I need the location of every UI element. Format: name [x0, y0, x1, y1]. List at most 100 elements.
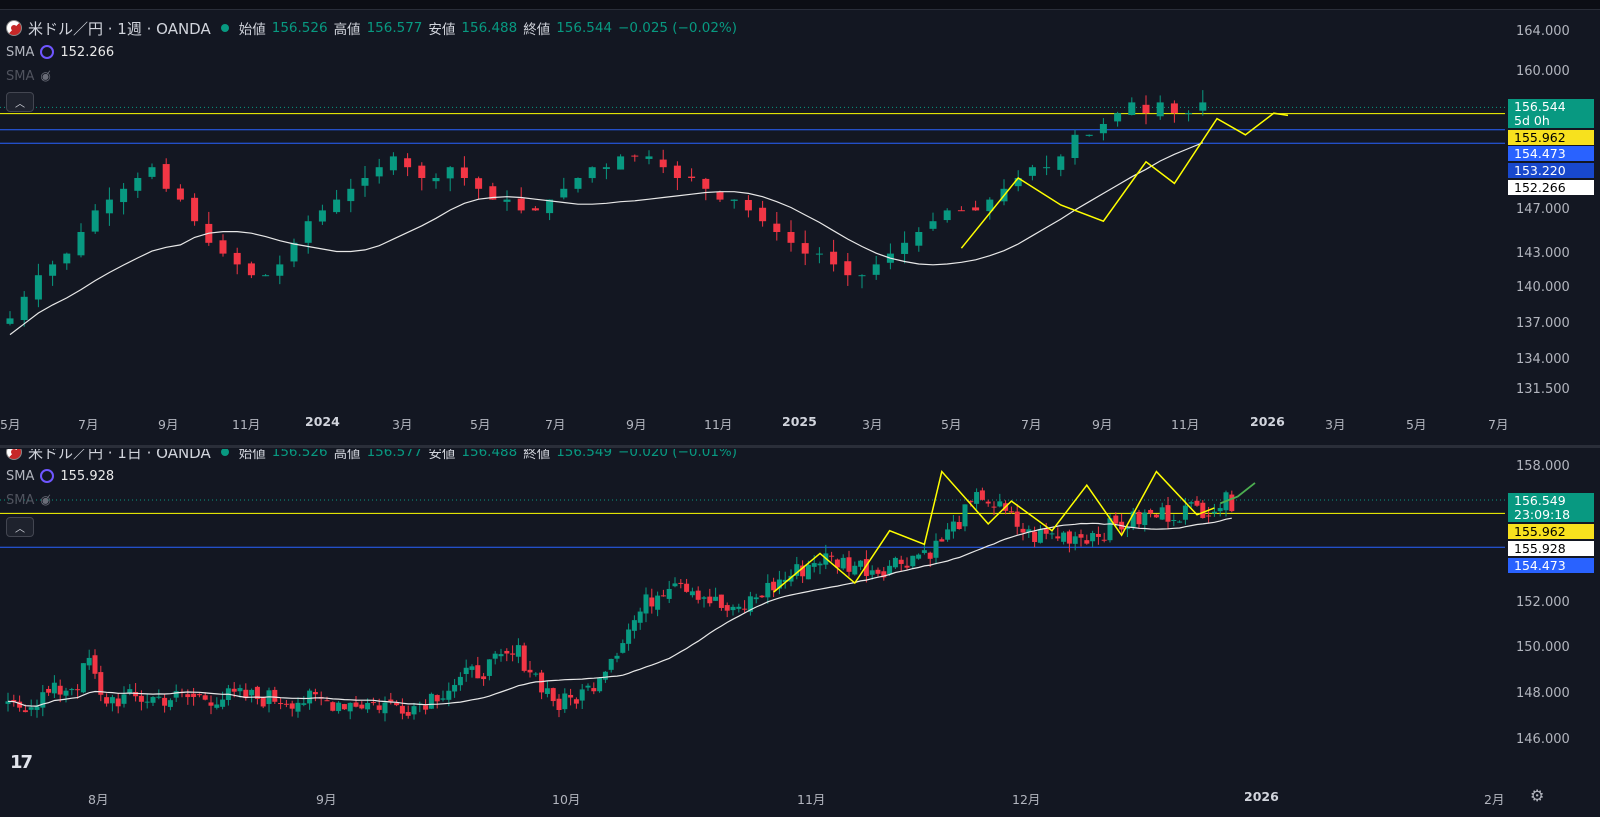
candle: [1071, 134, 1079, 159]
candle: [898, 559, 904, 564]
candle: [312, 692, 318, 695]
y-tick: 158.000: [1516, 459, 1570, 474]
candle: [684, 583, 690, 592]
open-value: 156.526: [271, 449, 328, 460]
sma-indicator-name-hidden[interactable]: SMA: [6, 492, 35, 508]
settings-icon[interactable]: ⚙: [1530, 786, 1545, 805]
candle: [773, 223, 781, 232]
last-price-tag: 156.549: [1508, 493, 1594, 508]
candle: [979, 490, 985, 500]
collapse-icon[interactable]: ︿: [6, 517, 34, 537]
candle: [1026, 529, 1032, 533]
candle: [34, 706, 40, 710]
candle: [1177, 521, 1183, 523]
candle: [574, 178, 582, 189]
eye-off-icon[interactable]: ◉̸: [40, 69, 51, 83]
candle: [620, 643, 626, 653]
candle: [985, 501, 991, 504]
candle: [5, 701, 11, 704]
weekly-chart-canvas[interactable]: [0, 10, 1600, 447]
candle: [1148, 510, 1154, 514]
candle: [176, 188, 184, 200]
candle: [1200, 502, 1206, 519]
weekly-chart-pane[interactable]: 米ドル／円 · 1週 · OANDA 始値 156.526 高値 156.577 安…: [0, 10, 1600, 447]
x-label-year: 2026: [1250, 414, 1285, 429]
candle: [562, 693, 568, 710]
x-label: 5月: [0, 417, 21, 432]
daily-chart-canvas[interactable]: [0, 449, 1600, 817]
symbol-title[interactable]: 米ドル／円 · 1日 · OANDA: [28, 449, 211, 462]
candle: [69, 689, 75, 691]
candle: [1043, 528, 1049, 534]
candle: [1114, 113, 1122, 122]
candle: [533, 673, 539, 675]
yellow-level-tag: 155.962: [1508, 524, 1594, 539]
daily-chart-pane[interactable]: 米ドル／円 · 1日 · OANDA 始値 156.526 高値 156.577 安…: [0, 449, 1600, 817]
weekly-price-axis[interactable]: 164.000 160.000 147.000 143.000 140.000 …: [1508, 10, 1600, 447]
cycle-icon[interactable]: [40, 469, 55, 483]
candle: [370, 702, 376, 704]
candle: [904, 565, 910, 568]
candle: [716, 191, 724, 200]
low-value: 156.488: [461, 20, 518, 36]
candle: [1130, 511, 1136, 527]
candle: [91, 210, 99, 232]
zigzag-drawing: [960, 112, 1289, 249]
candle: [1020, 528, 1026, 533]
candle: [220, 699, 226, 707]
x-label: 11月: [1171, 417, 1200, 432]
x-label: 5月: [941, 417, 962, 432]
symbol-title[interactable]: 米ドル／円 · 1週 · OANDA: [28, 19, 211, 38]
candle: [863, 559, 869, 576]
candle: [1101, 539, 1107, 541]
candle: [40, 692, 46, 708]
candle: [290, 242, 298, 262]
y-tick: 137.000: [1516, 316, 1570, 331]
high-label: 高値: [333, 449, 361, 462]
candle: [63, 690, 69, 696]
candle: [1008, 511, 1014, 513]
candle: [1153, 514, 1159, 518]
sma-indicator-name[interactable]: SMA: [6, 468, 35, 484]
cycle-icon[interactable]: [40, 45, 55, 59]
candle: [1037, 529, 1043, 543]
candle: [262, 275, 270, 277]
candle: [63, 253, 71, 264]
eye-off-icon[interactable]: ◉̸: [40, 493, 51, 507]
candle: [846, 557, 852, 572]
candle: [405, 712, 411, 716]
sma-indicator-name[interactable]: SMA: [6, 44, 35, 60]
candle: [1229, 494, 1235, 512]
tradingview-logo[interactable]: 17: [10, 752, 33, 773]
candle: [655, 595, 661, 610]
candle: [104, 697, 110, 704]
candle: [1211, 511, 1217, 514]
candle: [276, 264, 284, 276]
candle: [347, 188, 355, 202]
candle: [829, 555, 835, 557]
daily-legend: 米ドル／円 · 1日 · OANDA 始値 156.526 高値 156.577 安…: [6, 449, 737, 512]
y-tick: 150.000: [1516, 640, 1570, 655]
blue-level-tag: 154.473: [1508, 146, 1594, 161]
candle: [1159, 507, 1165, 520]
candle: [489, 186, 497, 200]
candle: [1142, 512, 1148, 526]
x-label: 7月: [1021, 417, 1042, 432]
candle: [375, 167, 383, 177]
candle: [834, 559, 840, 568]
collapse-icon[interactable]: ︿: [6, 92, 34, 112]
candle: [353, 702, 359, 707]
x-label-year: 2026: [1244, 789, 1279, 804]
candle: [382, 702, 388, 714]
candle: [672, 583, 678, 587]
y-tick: 143.000: [1516, 246, 1570, 261]
candle: [840, 557, 846, 569]
candle: [875, 569, 881, 574]
candle: [446, 167, 454, 179]
daily-price-axis[interactable]: 158.000 152.000 150.000 148.000 146.000 …: [1508, 449, 1600, 817]
candle: [389, 156, 397, 171]
sma-indicator-name-hidden[interactable]: SMA: [6, 68, 35, 84]
pane-divider[interactable]: [0, 445, 1600, 448]
candle: [546, 199, 554, 214]
candle: [588, 167, 596, 179]
